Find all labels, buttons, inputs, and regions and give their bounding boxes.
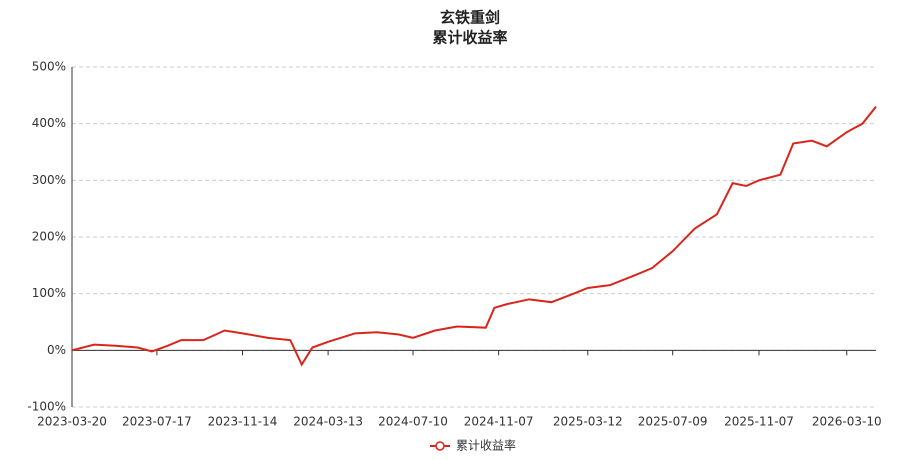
x-tick-label: 2023-03-20 — [37, 415, 107, 429]
y-tick-label: 500% — [32, 60, 66, 74]
y-tick-label: 0% — [47, 343, 66, 357]
x-tick-label: 2024-07-10 — [378, 415, 448, 429]
line-series — [71, 106, 877, 367]
x-tick-label: 2025-11-07 — [724, 415, 794, 429]
x-tick-label: 2024-11-07 — [464, 415, 534, 429]
x-tick-label: 2024-03-13 — [293, 415, 363, 429]
y-tick-label: 200% — [32, 230, 66, 244]
x-tick-label: 2025-07-09 — [638, 415, 708, 429]
chart-title: 玄铁重剑 — [440, 9, 500, 27]
x-tick-label: 2025-03-12 — [553, 415, 623, 429]
y-tick-label: 300% — [32, 173, 66, 187]
x-tick-label: 2023-07-17 — [122, 415, 192, 429]
y-tick-label: -100% — [27, 400, 66, 414]
chart-subtitle: 累计收益率 — [432, 29, 507, 47]
y-tick-label: 400% — [32, 116, 66, 130]
y-tick-label: 100% — [32, 286, 66, 300]
x-tick-label: 2026-03-10 — [812, 415, 882, 429]
legend-marker — [435, 441, 445, 451]
legend-label: 累计收益率 — [456, 438, 516, 453]
x-tick-label: 2023-11-14 — [208, 415, 278, 429]
